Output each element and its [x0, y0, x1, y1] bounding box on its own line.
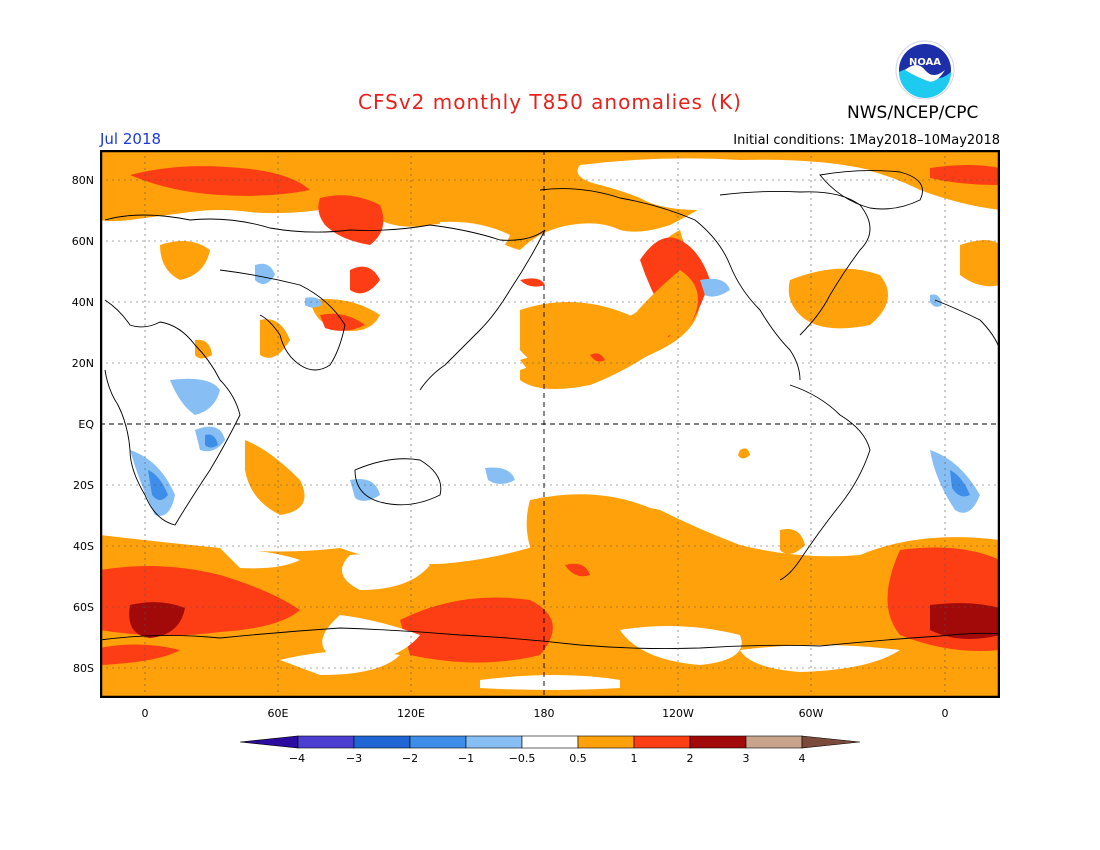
colorbar-segment [633, 735, 691, 749]
colorbar-label: 1 [630, 752, 638, 765]
lat-label: 60S [73, 601, 94, 614]
lat-label: 20S [73, 479, 94, 492]
lon-label: 180 [533, 707, 555, 720]
colorbar-segment [521, 735, 579, 749]
colorbar-segment [689, 735, 747, 749]
colorbar-segment [353, 735, 411, 749]
colorbar-segment [745, 735, 803, 749]
colorbar-segment [409, 735, 467, 749]
noaa-logo: NOAA [895, 40, 955, 100]
lat-label: 20N [71, 357, 94, 370]
lat-label: 80N [71, 174, 94, 187]
anomaly-map [100, 150, 1000, 698]
svg-text:NOAA: NOAA [909, 57, 941, 68]
valid-month: Jul 2018 [100, 130, 162, 148]
lon-label: 0 [141, 707, 149, 720]
lat-label: 40N [71, 296, 94, 309]
colorbar-segment [577, 735, 635, 749]
colorbar-segment [297, 735, 355, 749]
agency-label: NWS/NCEP/CPC [847, 103, 979, 123]
colorbar-label: −4 [288, 752, 306, 765]
colorbar-label: −2 [401, 752, 419, 765]
lon-label: 0 [941, 707, 949, 720]
colorbar-arrow-low [240, 735, 299, 749]
colorbar-label: −0.5 [508, 752, 536, 765]
map-title: CFSv2 monthly T850 anomalies (K) [358, 90, 742, 114]
colorbar-arrow-high [801, 735, 860, 749]
lat-label: 60N [71, 235, 94, 248]
colorbar-label: −1 [457, 752, 475, 765]
colorbar-segment [465, 735, 523, 749]
lat-label: 40S [73, 540, 94, 553]
colorbar [240, 735, 860, 749]
lon-label: 60W [798, 707, 824, 720]
colorbar-label: 2 [686, 752, 694, 765]
colorbar-label: 3 [742, 752, 750, 765]
lon-label: 120W [662, 707, 694, 720]
colorbar-label: 4 [798, 752, 806, 765]
colorbar-label: 0.5 [569, 752, 587, 765]
lat-label: 80S [73, 662, 94, 675]
lon-label: 120E [397, 707, 425, 720]
initial-conditions: Initial conditions: 1May2018–10May2018 [733, 133, 1000, 148]
lon-label: 60E [267, 707, 289, 720]
colorbar-label: −3 [345, 752, 363, 765]
lat-label: EQ [78, 418, 94, 431]
